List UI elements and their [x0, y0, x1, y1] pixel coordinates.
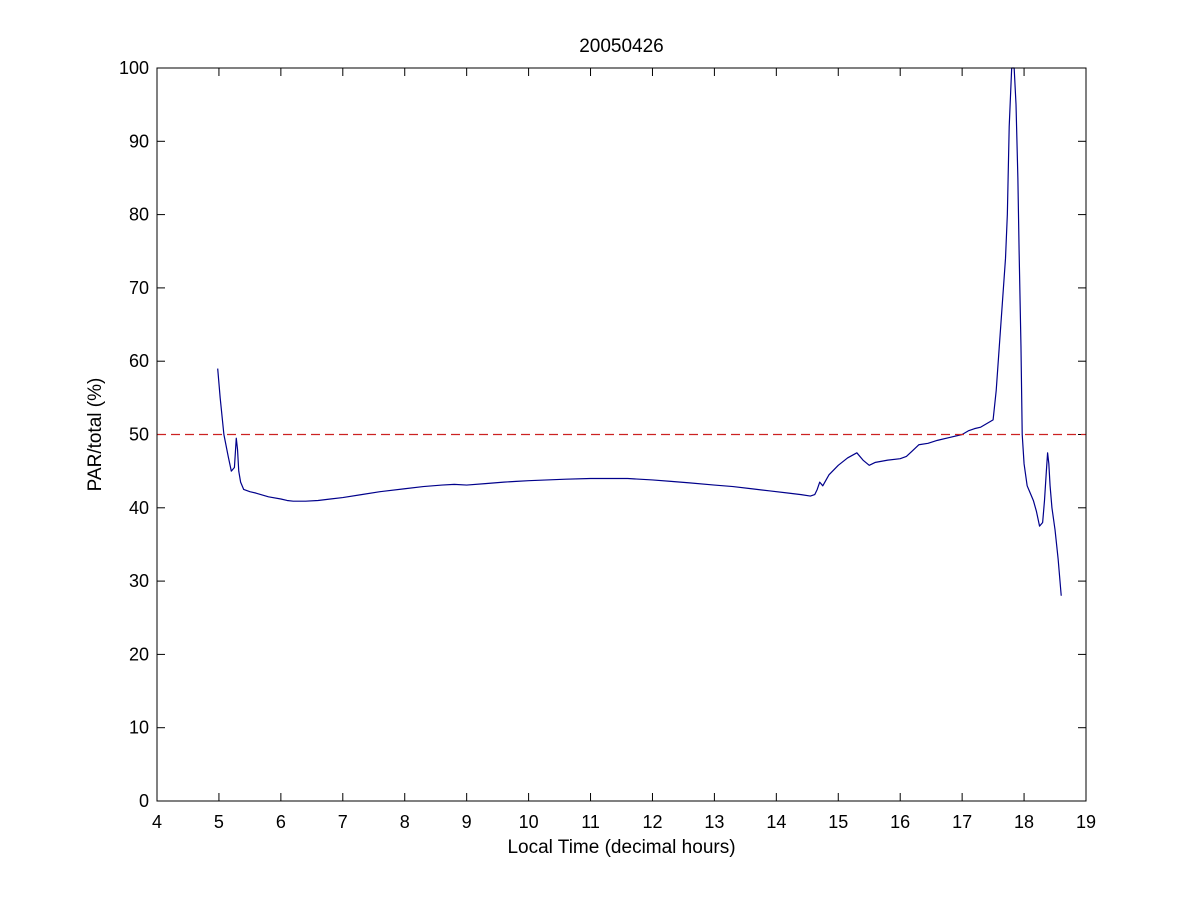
x-tick-label: 12 [642, 812, 662, 832]
series-line [217, 67, 1062, 596]
y-tick-label: 40 [129, 498, 149, 518]
y-tick-label: 60 [129, 351, 149, 371]
series-layer [217, 67, 1062, 596]
x-axis-label: Local Time (decimal hours) [507, 837, 735, 858]
x-tick-label: 6 [276, 812, 286, 832]
y-tick-label: 20 [129, 644, 149, 664]
y-tick-label: 0 [139, 791, 149, 811]
x-tick-label: 17 [952, 812, 972, 832]
y-tick-label: 70 [129, 278, 149, 298]
y-tick-label: 80 [129, 205, 149, 225]
x-tick-label: 16 [890, 812, 910, 832]
ticks-layer [156, 67, 1087, 802]
x-tick-label: 11 [581, 812, 600, 832]
x-tick-label: 18 [1014, 812, 1034, 832]
x-tick-label: 15 [828, 812, 848, 832]
x-tick-label: 8 [400, 812, 410, 832]
x-tick-label: 5 [214, 812, 224, 832]
x-tick-label: 4 [152, 812, 162, 832]
x-tick-label: 9 [462, 812, 472, 832]
y-tick-label: 10 [129, 718, 149, 738]
x-tick-label: 19 [1076, 812, 1096, 832]
x-tick-label: 13 [704, 812, 724, 832]
axes-box [156, 67, 1087, 802]
x-tick-label: 14 [766, 812, 786, 832]
y-tick-label: 30 [129, 571, 149, 591]
y-axis-label: PAR/total (%) [85, 378, 106, 492]
x-tick-label: 10 [519, 812, 539, 832]
tick-label-layer: 4 5 6 7 8 9 10 11 12 13 14 15 16 17 18 19 0 10 20 30 40 50 60 7… [119, 58, 1096, 832]
y-tick-label: 100 [119, 58, 149, 78]
chart-title: 20050426 [579, 36, 664, 57]
y-tick-label: 90 [129, 131, 149, 151]
y-tick-label: 50 [129, 425, 149, 445]
x-tick-label: 7 [338, 812, 348, 832]
